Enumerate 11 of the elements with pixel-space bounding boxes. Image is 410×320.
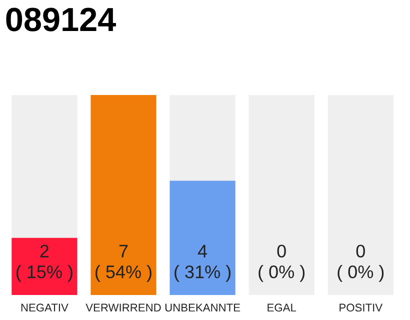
data-label: 7 ( 54% ) [96,244,152,282]
data-label: 0 ( 0% ) [258,244,305,282]
x-tick-label: EGAL [268,304,296,312]
x-tick-label: POSITIV [340,304,383,312]
chart-title: 089124 [6,8,116,32]
data-label: 0 ( 0% ) [338,244,384,282]
data-label: 4 ( 31% ) [174,244,231,282]
x-tick-label: UNBEKANNTE [165,304,240,312]
x-tick-label: NEGATIV [21,304,68,312]
data-label: 2 ( 15% ) [16,244,72,282]
x-tick-label: VERWIRREND [86,304,161,312]
